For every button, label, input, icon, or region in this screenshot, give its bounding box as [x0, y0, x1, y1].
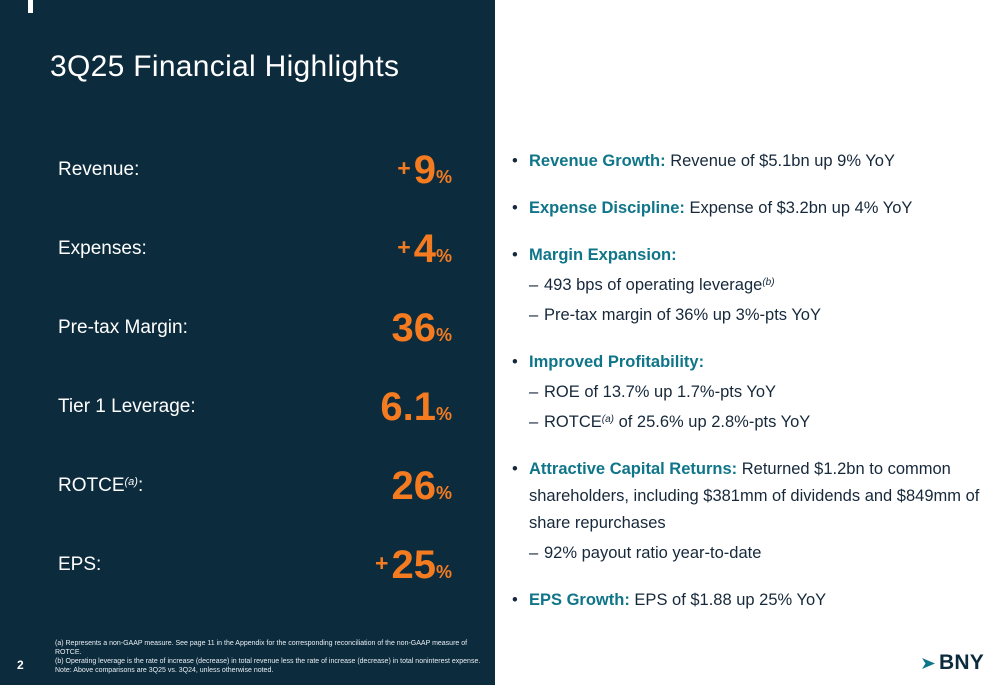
top-left-tick	[28, 0, 33, 13]
metric-label: Pre-tax Margin:	[58, 316, 188, 338]
bullet-line: Revenue Growth: Revenue of $5.1bn up 9% …	[512, 148, 990, 175]
metric-value: 36%	[391, 305, 452, 350]
sub-bullet: Pre-tax margin of 36% up 3%-pts YoY	[512, 299, 990, 329]
bullet-revenue-growth: Revenue Growth: Revenue of $5.1bn up 9% …	[512, 148, 990, 175]
metrics-list: Revenue: +9% Expenses: +4% Pre-tax Margi…	[58, 130, 452, 604]
sub-bullet: 92% payout ratio year-to-date	[512, 537, 990, 567]
page-title: 3Q25 Financial Highlights	[50, 50, 400, 83]
page-number: 2	[17, 658, 24, 672]
footnote-a: (a) Represents a non-GAAP measure. See p…	[55, 640, 468, 656]
metric-row-expenses: Expenses: +4%	[58, 209, 452, 288]
bullet-expense-discipline: Expense Discipline: Expense of $3.2bn up…	[512, 195, 990, 222]
bullet-line: Attractive Capital Returns: Returned $1.…	[512, 456, 990, 537]
metric-label: ROTCE(a):	[58, 474, 144, 496]
metric-label: EPS:	[58, 553, 102, 575]
highlights-list: Revenue Growth: Revenue of $5.1bn up 9% …	[512, 148, 990, 634]
metric-label: Expenses:	[58, 237, 147, 259]
bny-logo-text: BNY	[939, 651, 984, 674]
bullet-line: Improved Profitability:	[512, 349, 990, 376]
bullet-eps-growth: EPS Growth: EPS of $1.88 up 25% YoY	[512, 587, 990, 614]
sub-bullet: ROE of 13.7% up 1.7%-pts YoY	[512, 376, 990, 406]
metric-value: +9%	[397, 147, 452, 192]
metric-label: Revenue:	[58, 158, 140, 180]
metric-row-tier1-leverage: Tier 1 Leverage: 6.1%	[58, 367, 452, 446]
metric-row-eps: EPS: +25%	[58, 525, 452, 604]
bny-logo: BNY	[920, 651, 984, 675]
bny-right-arrow-icon	[920, 655, 937, 672]
metric-row-revenue: Revenue: +9%	[58, 130, 452, 209]
metric-value: 26%	[391, 463, 452, 508]
bullet-line: Margin Expansion:	[512, 242, 990, 269]
metric-value: +4%	[397, 226, 452, 271]
bullet-line: Expense Discipline: Expense of $3.2bn up…	[512, 195, 990, 222]
sub-bullet: ROTCE(a) of 25.6% up 2.8%-pts YoY	[512, 406, 990, 436]
footnote-b: (b) Operating leverage is the rate of in…	[55, 658, 481, 665]
left-panel: 3Q25 Financial Highlights Revenue: +9% E…	[0, 0, 495, 685]
metric-row-rotce: ROTCE(a): 26%	[58, 446, 452, 525]
bullet-line: EPS Growth: EPS of $1.88 up 25% YoY	[512, 587, 990, 614]
metric-row-pretax-margin: Pre-tax Margin: 36%	[58, 288, 452, 367]
metric-label: Tier 1 Leverage:	[58, 395, 196, 417]
metric-value: +25%	[375, 542, 452, 587]
bullet-improved-profitability: Improved Profitability: ROE of 13.7% up …	[512, 349, 990, 436]
footnote-note: Note: Above comparisons are 3Q25 vs. 3Q2…	[55, 667, 274, 674]
footnotes: (a) Represents a non-GAAP measure. See p…	[55, 639, 485, 675]
sub-bullet: 493 bps of operating leverage(b)	[512, 269, 990, 299]
bullet-capital-returns: Attractive Capital Returns: Returned $1.…	[512, 456, 990, 567]
bullet-margin-expansion: Margin Expansion: 493 bps of operating l…	[512, 242, 990, 329]
metric-value: 6.1%	[380, 384, 452, 429]
